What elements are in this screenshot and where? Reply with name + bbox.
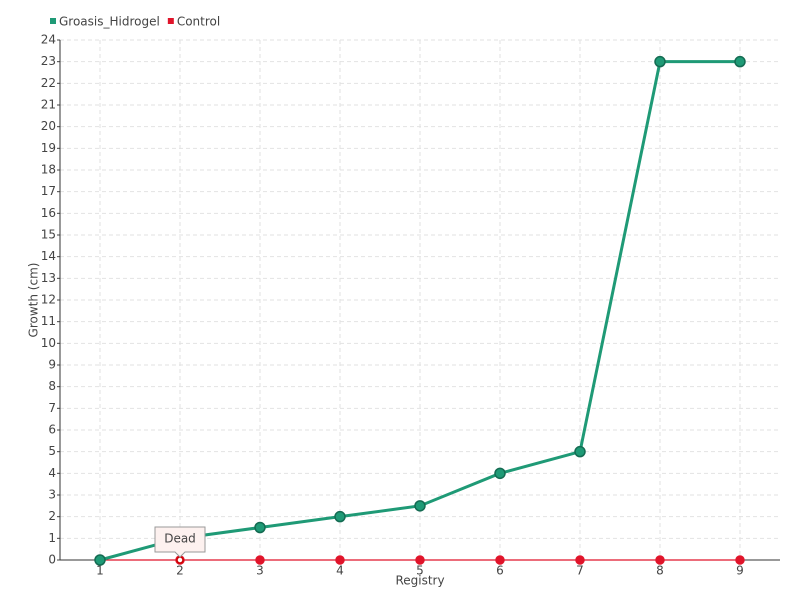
point <box>735 555 745 565</box>
y-tick-label: 20 <box>41 119 56 133</box>
x-tick-label: 1 <box>96 564 104 578</box>
x-tick-label: 9 <box>736 564 744 578</box>
point <box>655 555 665 565</box>
y-tick-label: 1 <box>48 531 56 545</box>
y-tick-label: 10 <box>41 336 56 350</box>
y-tick-label: 16 <box>41 206 56 220</box>
y-tick-label: 7 <box>48 401 56 415</box>
y-tick-label: 17 <box>41 184 56 198</box>
point <box>335 555 345 565</box>
x-tick-label: 2 <box>176 564 184 578</box>
point <box>254 521 266 534</box>
point <box>494 467 506 480</box>
point <box>575 555 585 565</box>
point <box>334 510 346 523</box>
point <box>415 555 425 565</box>
y-tick-label: 23 <box>41 54 56 68</box>
point <box>574 445 586 458</box>
y-tick-label: 4 <box>48 466 56 480</box>
y-tick-label: 2 <box>48 509 56 523</box>
x-tick-label: 4 <box>336 564 344 578</box>
y-tick-label: 15 <box>41 228 56 242</box>
y-tick-label: 22 <box>41 76 56 90</box>
point <box>414 500 426 512</box>
x-tick-label: 8 <box>656 564 664 578</box>
y-tick-label: 5 <box>48 444 56 458</box>
x-axis-title: Registry <box>395 574 444 588</box>
tooltip-text: Dead <box>164 532 196 546</box>
y-tick-label: 3 <box>48 488 56 502</box>
x-tick-label: 6 <box>496 564 504 578</box>
x-tick-label: 3 <box>256 564 264 578</box>
y-tick-label: 8 <box>48 379 56 393</box>
y-tick-label: 19 <box>41 141 56 155</box>
y-tick-label: 0 <box>48 553 56 567</box>
series-line <box>99 60 740 562</box>
y-tick-label: 18 <box>41 163 56 177</box>
hover-point <box>176 556 184 564</box>
point <box>255 555 265 565</box>
y-axis-title: Growth (cm) <box>27 263 41 338</box>
x-tick-label: 5 <box>416 564 424 578</box>
y-tick-label: 12 <box>41 293 56 307</box>
y-tick-label: 13 <box>41 271 56 285</box>
y-tick-label: 11 <box>41 314 56 328</box>
point <box>654 55 666 68</box>
y-tick-label: 6 <box>48 423 56 437</box>
y-tick-label: 9 <box>48 358 56 372</box>
y-tick-label: 14 <box>41 249 56 263</box>
legend-swatch <box>50 18 56 24</box>
point <box>94 554 106 566</box>
tooltip-box <box>154 526 206 558</box>
point <box>495 555 505 565</box>
y-tick-label: 24 <box>41 33 56 47</box>
legend-label: Control <box>177 15 220 29</box>
point <box>734 55 746 68</box>
legend-swatch <box>167 18 174 24</box>
legend-label: Groasis_Hidrogel <box>59 15 160 29</box>
x-tick-label: 7 <box>576 564 584 578</box>
y-tick-label: 21 <box>41 98 56 112</box>
